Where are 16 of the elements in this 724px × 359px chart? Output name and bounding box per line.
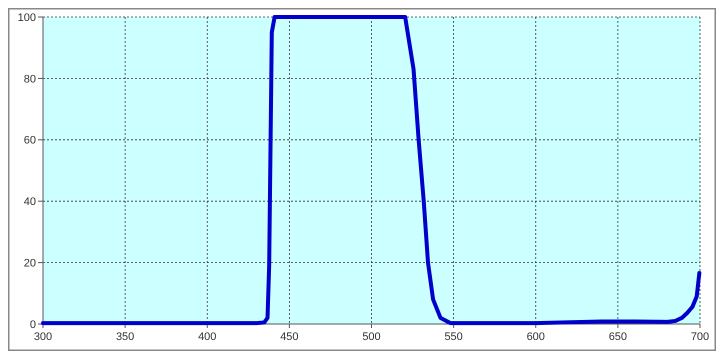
x-tick-label: 300 <box>34 331 52 343</box>
y-tick-label: 80 <box>24 73 36 86</box>
x-tick-label: 600 <box>526 331 545 343</box>
x-tick-label: 500 <box>362 331 381 343</box>
y-tick-label: 0 <box>30 318 36 331</box>
y-tick-label: 20 <box>24 257 36 270</box>
x-tick-label: 400 <box>198 331 216 343</box>
x-tick-label: 450 <box>280 331 299 343</box>
line-series <box>41 15 702 326</box>
x-tick-label: 350 <box>116 331 134 343</box>
x-tick-label: 650 <box>608 331 628 343</box>
y-tick-label: 40 <box>24 196 36 208</box>
y-tick-label: 60 <box>24 134 36 147</box>
y-tick-label: 100 <box>18 12 36 24</box>
x-tick-label: 550 <box>444 331 463 343</box>
x-tick-label: 700 <box>690 331 710 343</box>
